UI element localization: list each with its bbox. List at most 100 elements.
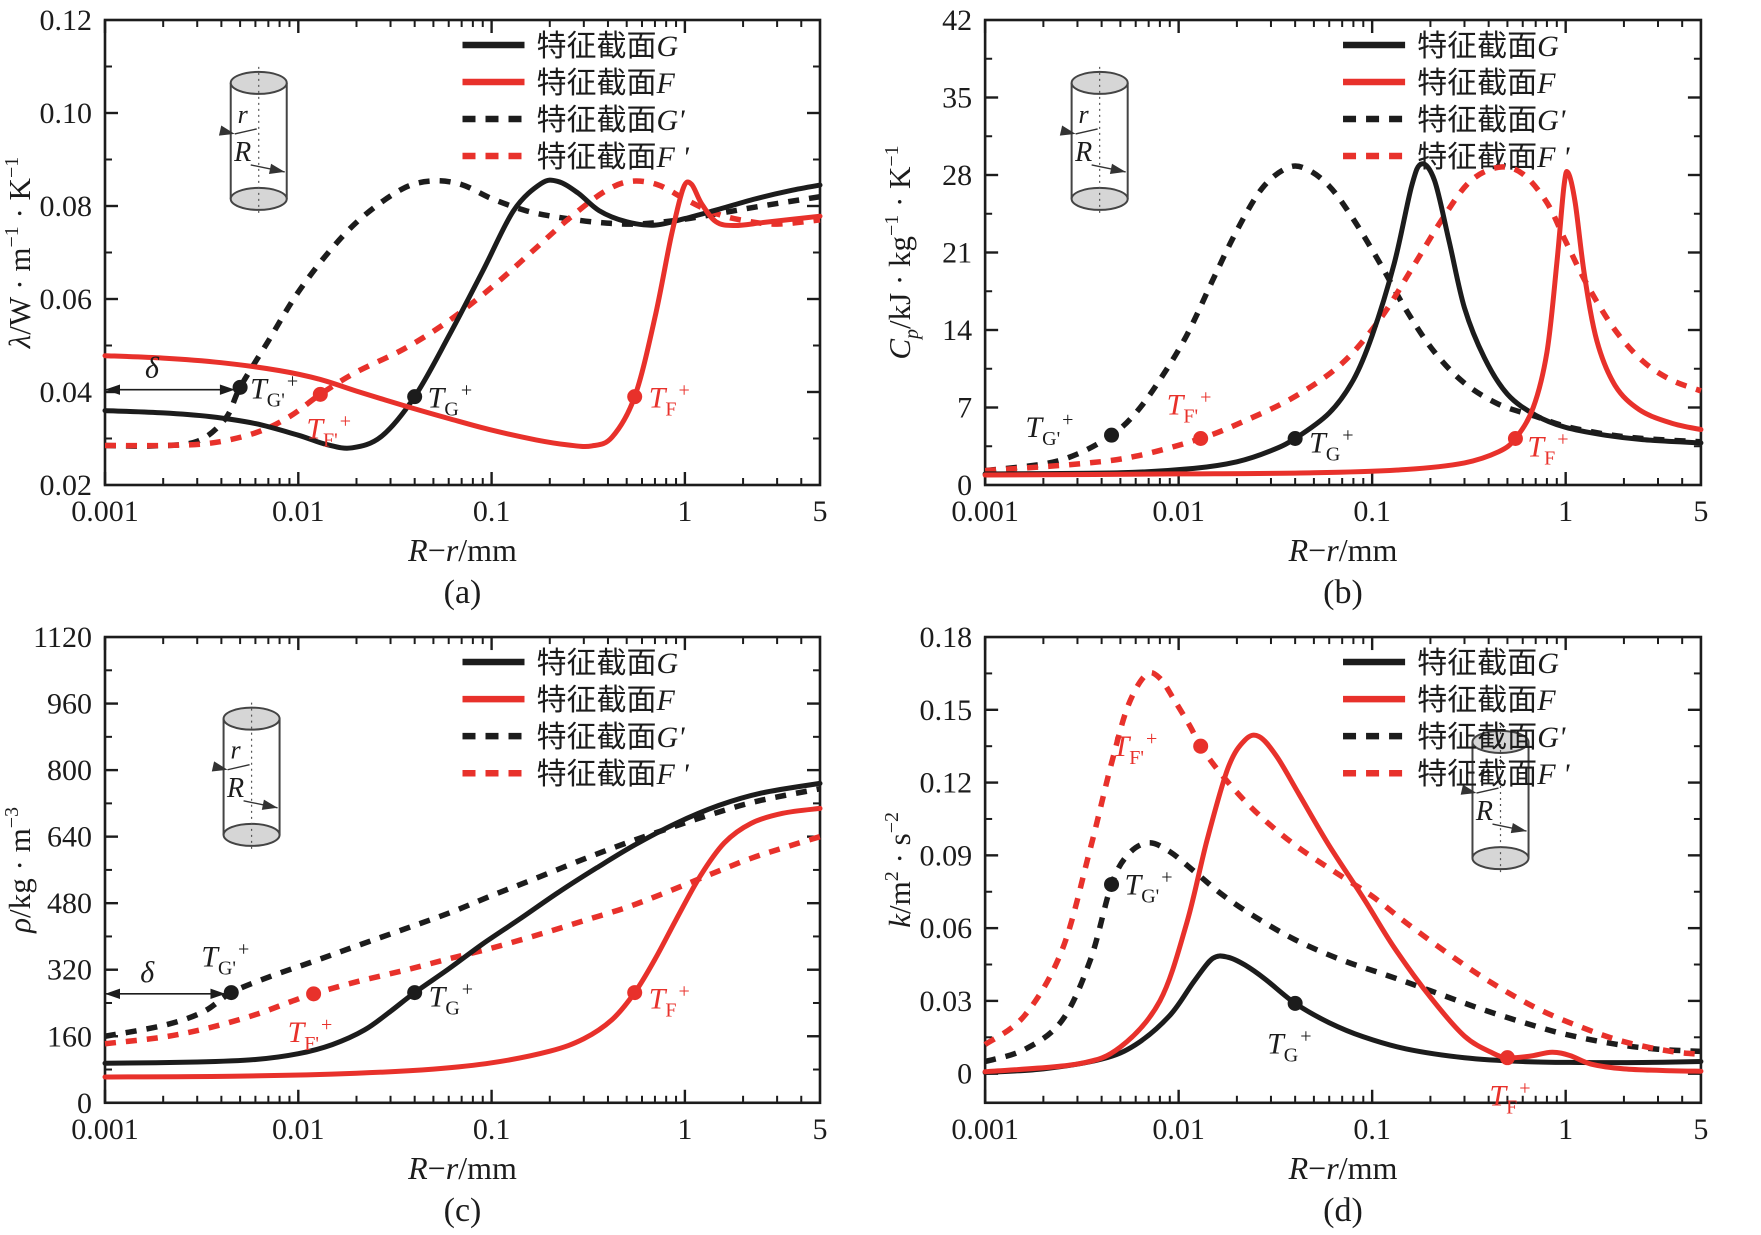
y-tick-label: 160 (47, 1020, 92, 1053)
y-tick-label: 960 (47, 688, 92, 721)
marker-dot-T-F' (312, 386, 328, 402)
y-tick-label: 42 (942, 4, 972, 37)
chart-d: 0.001 0.01 0.1 1 5 0 0.03 0.06 0.09 0.12 0.15 0.18 R… (881, 621, 1709, 1229)
series (982, 669, 1704, 1075)
chart-c: 0.001 0.01 0.1 1 5 0 160 320 480 640 800 960 1120 R−r… (1, 621, 827, 1229)
marker-dot-T-F (627, 985, 643, 1001)
panel-label: (b) (1323, 574, 1363, 611)
cylinder-R-label: R (1074, 137, 1092, 168)
markers: TG'+TF'+TG+TF+ (201, 939, 690, 1055)
marker-dot-T-F' (306, 986, 322, 1002)
y-tick-label: 0.02 (40, 469, 93, 502)
x-tick-label: 5 (812, 1113, 827, 1146)
y-tick-label: 1120 (33, 621, 92, 654)
marker-label-T-F': TF'+ (1113, 728, 1158, 769)
cylinder-inset: rR (211, 702, 281, 851)
legend-label: 特征截面G' (1417, 721, 1566, 754)
legend-label: 特征截面F ' (1417, 758, 1570, 791)
y-tick-label: 640 (47, 821, 92, 854)
marker-dot-T-G' (223, 985, 239, 1001)
marker-dot-T-F' (1193, 431, 1209, 446)
y-tick-label: 7 (957, 392, 972, 425)
marker-dot-T-F (627, 389, 643, 405)
marker-label-T-F: TF+ (1489, 1078, 1530, 1119)
cylinder-r-label: r (231, 736, 242, 765)
y-tick-label: 35 (942, 82, 972, 115)
marker-dot-T-F' (1193, 738, 1209, 754)
curve-Gp (984, 840, 1702, 1065)
x-tick-label: 0.01 (272, 495, 325, 528)
y-tick-label: 0.09 (920, 839, 973, 872)
cylinder-R-label: R (233, 137, 251, 168)
cylinder-r-label: r (238, 100, 249, 129)
series (102, 780, 823, 1080)
y-tick-label: 0.06 (920, 912, 973, 945)
cylinder-r-label: r (1079, 100, 1090, 129)
x-tick-label: 0.01 (1152, 495, 1205, 528)
legend-label: 特征截面F (1417, 67, 1556, 100)
y-tick-label: 14 (942, 314, 972, 347)
marker-dot-T-G' (232, 379, 248, 395)
marker-label-T-F': TF'+ (1167, 387, 1212, 428)
y-tick-label: 0.03 (920, 985, 973, 1018)
x-tick-label: 5 (813, 495, 828, 528)
curve-F (102, 179, 823, 449)
cylinder-inset: rR (218, 66, 288, 215)
marker-label-T-G': TG'+ (250, 370, 298, 411)
curve-G (102, 177, 823, 451)
delta-label: δ (140, 956, 155, 989)
panel-label: (a) (444, 574, 482, 611)
legend-label: 特征截面G' (1417, 104, 1566, 137)
marker-label-T-G: TG+ (428, 380, 472, 421)
series (102, 177, 823, 451)
marker-dot-T-G (407, 985, 423, 1001)
panel-label: (c) (444, 1192, 482, 1229)
cylinder-r-label: r (1479, 759, 1490, 788)
legend-label: 特征截面G' (537, 104, 686, 137)
x-tick-label: 0.001 (951, 1113, 1019, 1146)
marker-label-T-G': TG'+ (1025, 409, 1073, 450)
legend-label: 特征截面G' (537, 721, 686, 754)
marker-dot-T-F (1499, 1050, 1515, 1066)
legend-label: 特征截面G (537, 647, 679, 680)
x-tick-label: 5 (1693, 495, 1708, 528)
marker-label-T-G': TG'+ (201, 939, 249, 980)
legend-label: 特征截面F (537, 684, 676, 717)
marker-dot-T-G' (1104, 427, 1120, 443)
marker-dot-T-F (1507, 431, 1523, 446)
x-tick-label: 0.1 (473, 495, 511, 528)
x-tick-label: 5 (1693, 1113, 1708, 1146)
curve-G (102, 780, 823, 1066)
legend-label: 特征截面G (1417, 30, 1559, 63)
cylinder-inset: rR (1059, 66, 1129, 215)
delta-label: δ (145, 352, 160, 385)
delta-annotation: δ (105, 956, 226, 1000)
panel-c: 0.001 0.01 0.1 1 5 0 160 320 480 640 800 960 1120 R−r… (0, 617, 880, 1235)
ticks (103, 20, 820, 485)
markers: TG'+TF'+TG+TF+ (1025, 387, 1568, 470)
y-tick-label: 480 (47, 887, 92, 920)
marker-label-T-G: TG+ (429, 979, 473, 1020)
y-tick-label: 0.04 (40, 376, 93, 409)
marker-dot-T-G (407, 389, 423, 405)
x-axis-title: R−r/mm (1288, 1150, 1398, 1186)
marker-dot-T-G (1287, 995, 1303, 1011)
ticks (983, 20, 1701, 485)
cylinder-R-label: R (1475, 796, 1493, 827)
y-tick-label: 800 (47, 754, 92, 787)
y-tick-label: 320 (47, 954, 92, 987)
cylinder-R-label: R (226, 773, 244, 804)
marker-dot-T-G (1287, 431, 1303, 446)
marker-label-T-G': TG'+ (1125, 866, 1173, 907)
legend-label: 特征截面F ' (1417, 141, 1570, 174)
y-tick-label: 0.12 (920, 767, 973, 800)
y-tick-label: 0 (77, 1087, 92, 1120)
y-axis-title: ρ/kg · m−3 (1, 807, 37, 934)
tick-labels: 0.001 0.01 0.1 1 5 0 160 320 480 640 800 960 1120 (33, 621, 827, 1146)
marker-label-T-F: TF+ (649, 981, 690, 1022)
markers: TG'+TF'+TG+TF+ (232, 370, 690, 451)
legend-label: 特征截面F (1417, 684, 1556, 717)
x-tick-label: 1 (1558, 1113, 1573, 1146)
tick-labels: 0.001 0.01 0.1 1 5 0 0.03 0.06 0.09 0.12 0.15 0.18 (920, 621, 1709, 1146)
